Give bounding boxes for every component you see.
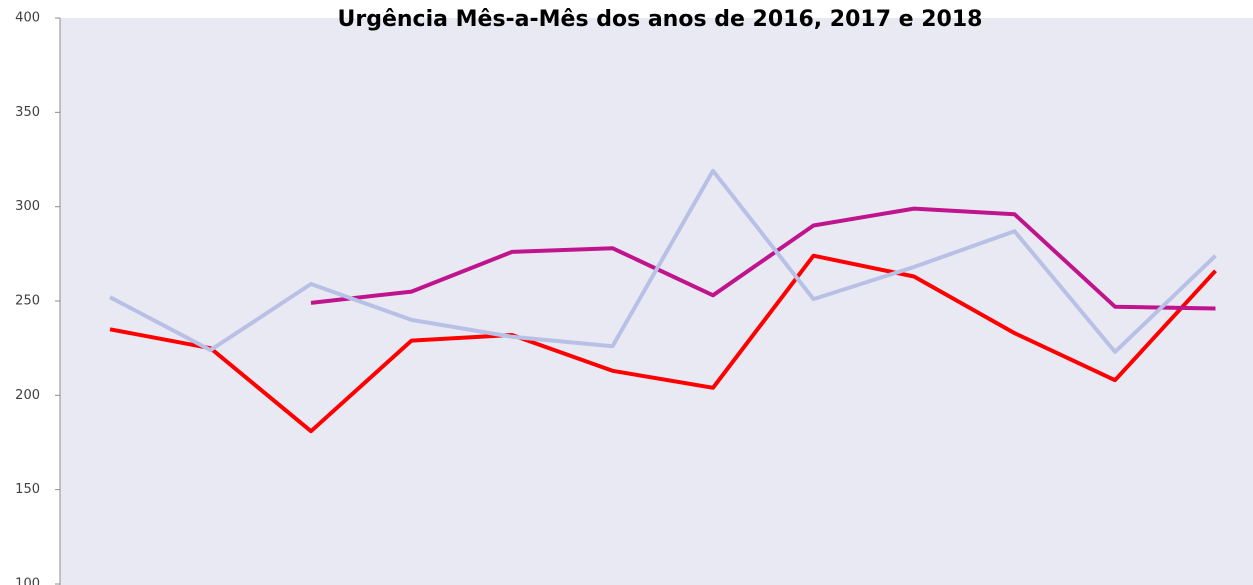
y-tick-label: 250	[15, 294, 40, 309]
chart-title: Urgência Mês-a-Mês dos anos de 2016, 201…	[338, 7, 983, 32]
y-tick-label: 150	[15, 482, 40, 497]
y-tick-label: 300	[15, 199, 40, 214]
series-line	[310, 206, 1216, 311]
y-tick-label: 100	[15, 577, 40, 585]
y-tick-label: 350	[15, 105, 40, 120]
series-line	[109, 168, 1217, 354]
y-tick-label: 400	[15, 11, 40, 26]
y-tick-label: 200	[15, 388, 40, 403]
plot-area	[60, 18, 1253, 585]
series-line	[109, 253, 1217, 434]
